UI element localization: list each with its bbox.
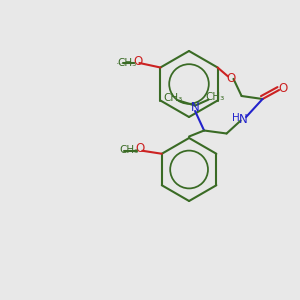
Text: O: O [133, 55, 142, 68]
Text: CH₃: CH₃ [118, 58, 137, 68]
Text: O: O [226, 71, 236, 85]
Text: CH₃: CH₃ [164, 93, 183, 103]
Text: H: H [232, 113, 240, 124]
Text: methoxy: methoxy [117, 62, 123, 64]
Text: CH₃: CH₃ [206, 92, 225, 102]
Text: N: N [239, 113, 248, 126]
Text: O: O [278, 82, 287, 95]
Text: O: O [136, 142, 145, 155]
Text: N: N [191, 101, 200, 114]
Text: CH₃: CH₃ [120, 145, 139, 155]
